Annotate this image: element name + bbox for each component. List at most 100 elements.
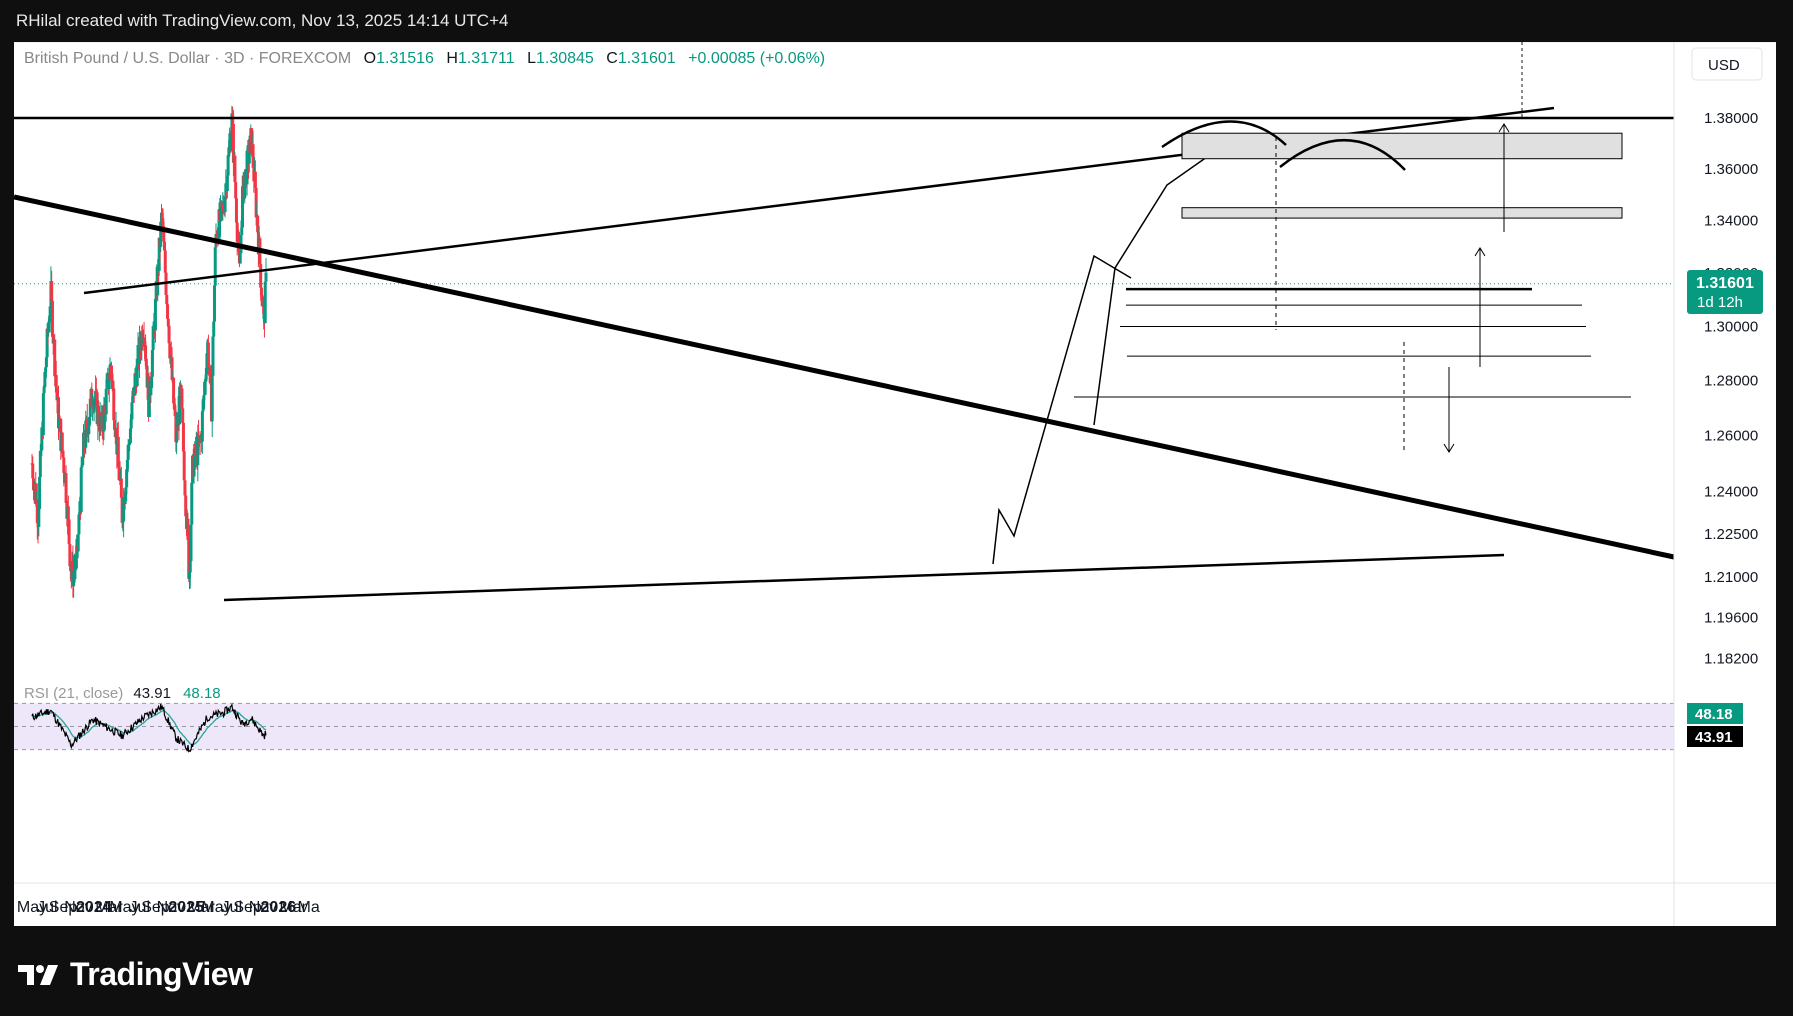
candle-body xyxy=(130,402,134,420)
candle-body xyxy=(178,386,182,425)
x-tick-label: 2025 xyxy=(168,899,204,916)
candle-body xyxy=(149,387,153,396)
candle-body xyxy=(134,373,138,376)
candle-body xyxy=(173,409,177,417)
candle-body xyxy=(203,381,207,396)
candle-body xyxy=(189,524,193,562)
candle-body xyxy=(32,485,36,491)
candle-body xyxy=(47,322,51,333)
candle-body xyxy=(165,295,169,305)
candle-body xyxy=(166,304,170,319)
projection-arrow-up-head xyxy=(1474,247,1486,257)
candle-body xyxy=(120,497,124,523)
candle-body xyxy=(125,459,129,470)
candle-body xyxy=(50,300,54,337)
candle-body xyxy=(168,343,172,359)
currency-button[interactable]: USD xyxy=(1691,47,1763,81)
double-top-arc xyxy=(1279,139,1406,171)
candle-body xyxy=(110,380,114,382)
candle-body xyxy=(82,432,86,448)
chart-svg[interactable]: 1.380001.360001.340001.320001.300001.280… xyxy=(14,42,1776,926)
candle-body xyxy=(229,135,233,151)
tradingview-logo[interactable]: TradingView xyxy=(18,956,253,993)
candle-body xyxy=(84,420,88,448)
x-tick-label: Nov xyxy=(157,899,185,916)
candle-body xyxy=(138,336,142,364)
candle-body xyxy=(162,227,166,242)
y-tick-label: 1.36000 xyxy=(1704,161,1758,178)
impulse-path-2 xyxy=(1093,144,1225,426)
candle-body xyxy=(94,390,98,393)
candle-body xyxy=(119,478,123,498)
double-top-arc xyxy=(1161,120,1287,149)
candle-body xyxy=(187,540,191,579)
x-tick-label: May xyxy=(17,899,47,916)
candle-body xyxy=(102,405,106,432)
candle-body xyxy=(142,337,146,342)
candle-body xyxy=(31,463,35,479)
x-tick-label: 2024 xyxy=(76,899,112,916)
candle-body xyxy=(262,305,266,314)
candle-body xyxy=(113,420,117,430)
candle-body xyxy=(222,203,226,211)
candle-body xyxy=(38,477,42,509)
candle-body xyxy=(67,519,71,545)
brand-name: TradingView xyxy=(70,956,253,992)
candle-body xyxy=(170,357,174,380)
candle-body xyxy=(117,461,121,480)
rsi-value-tag-value: 43.91 xyxy=(1695,729,1733,746)
candle-body xyxy=(53,339,57,377)
candle-body xyxy=(163,241,167,251)
drawings xyxy=(14,106,1675,602)
candle-body xyxy=(37,508,41,528)
candle-body xyxy=(73,569,77,571)
candles xyxy=(30,105,268,598)
candle-body xyxy=(80,465,84,468)
candle-body xyxy=(76,534,80,552)
candle-body xyxy=(107,380,111,390)
candle-body xyxy=(186,518,190,541)
candle-body xyxy=(68,544,72,567)
x-tick-label: Sep xyxy=(49,899,78,916)
top-bar: RHilal created with TradingView.com, Nov… xyxy=(0,0,1793,42)
y-tick-label: 1.26000 xyxy=(1704,428,1758,445)
candle-body xyxy=(74,554,78,570)
candle-body xyxy=(133,373,137,396)
candle-body xyxy=(69,566,73,572)
candle-body xyxy=(190,482,194,525)
rsi-band xyxy=(14,703,1674,750)
candle-body xyxy=(172,377,176,404)
candle-body xyxy=(100,414,104,431)
bar-countdown: 1d 12h xyxy=(1697,294,1743,311)
rsi-lines xyxy=(31,702,267,753)
rsi-line xyxy=(31,702,267,753)
y-tick-label: 1.19600 xyxy=(1704,610,1758,627)
candle-body xyxy=(179,384,183,389)
candle-body xyxy=(182,451,186,481)
candle-body xyxy=(116,436,120,462)
candle-body xyxy=(235,222,239,242)
candle-body xyxy=(57,418,61,429)
candle-body xyxy=(241,186,245,228)
candle-body xyxy=(141,331,145,343)
candle-body xyxy=(105,379,109,389)
candle-body xyxy=(118,479,122,481)
candle-body xyxy=(111,381,115,389)
candle-body xyxy=(93,400,97,403)
impulse-path xyxy=(992,254,1132,565)
candle-body xyxy=(34,483,38,504)
candle-body xyxy=(233,155,237,183)
candle-body xyxy=(72,570,76,587)
candle-body xyxy=(110,365,114,381)
projection-arrow-up-head xyxy=(1498,123,1510,133)
candle-body xyxy=(151,326,155,351)
candle-body xyxy=(204,374,208,380)
candle-body xyxy=(234,198,238,223)
candle-body xyxy=(259,287,263,296)
candle-body xyxy=(79,467,83,513)
gridlines xyxy=(14,42,1776,285)
y-tick-label: 1.22500 xyxy=(1704,526,1758,543)
x-tick-label: Jul xyxy=(37,899,57,916)
candle-body xyxy=(48,306,52,319)
candle-body xyxy=(58,418,62,420)
